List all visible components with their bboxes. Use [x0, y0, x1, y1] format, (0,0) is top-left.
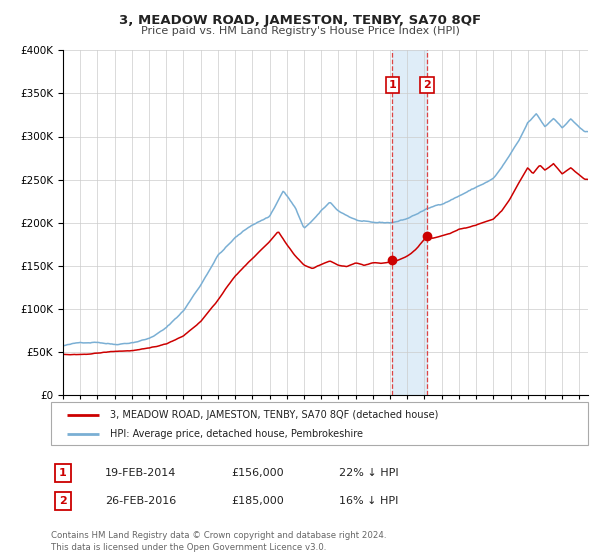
Text: 2: 2 [59, 496, 67, 506]
Text: This data is licensed under the Open Government Licence v3.0.: This data is licensed under the Open Gov… [51, 543, 326, 552]
Text: HPI: Average price, detached house, Pembrokeshire: HPI: Average price, detached house, Pemb… [110, 430, 363, 440]
Bar [392, 50, 427, 395]
Text: £156,000: £156,000 [231, 468, 284, 478]
Text: 3, MEADOW ROAD, JAMESTON, TENBY, SA70 8QF: 3, MEADOW ROAD, JAMESTON, TENBY, SA70 8Q… [119, 14, 481, 27]
Text: 2: 2 [423, 80, 431, 90]
Text: 16% ↓ HPI: 16% ↓ HPI [339, 496, 398, 506]
Text: 26-FEB-2016: 26-FEB-2016 [105, 496, 176, 506]
Text: 3, MEADOW ROAD, JAMESTON, TENBY, SA70 8QF (detached house): 3, MEADOW ROAD, JAMESTON, TENBY, SA70 8Q… [110, 410, 439, 420]
Text: 19-FEB-2014: 19-FEB-2014 [105, 468, 176, 478]
Text: 1: 1 [59, 468, 67, 478]
Text: £185,000: £185,000 [231, 496, 284, 506]
Text: Contains HM Land Registry data © Crown copyright and database right 2024.: Contains HM Land Registry data © Crown c… [51, 531, 386, 540]
Text: 1: 1 [388, 80, 396, 90]
FancyBboxPatch shape [51, 402, 588, 445]
Text: 22% ↓ HPI: 22% ↓ HPI [339, 468, 398, 478]
Text: Price paid vs. HM Land Registry's House Price Index (HPI): Price paid vs. HM Land Registry's House … [140, 26, 460, 36]
